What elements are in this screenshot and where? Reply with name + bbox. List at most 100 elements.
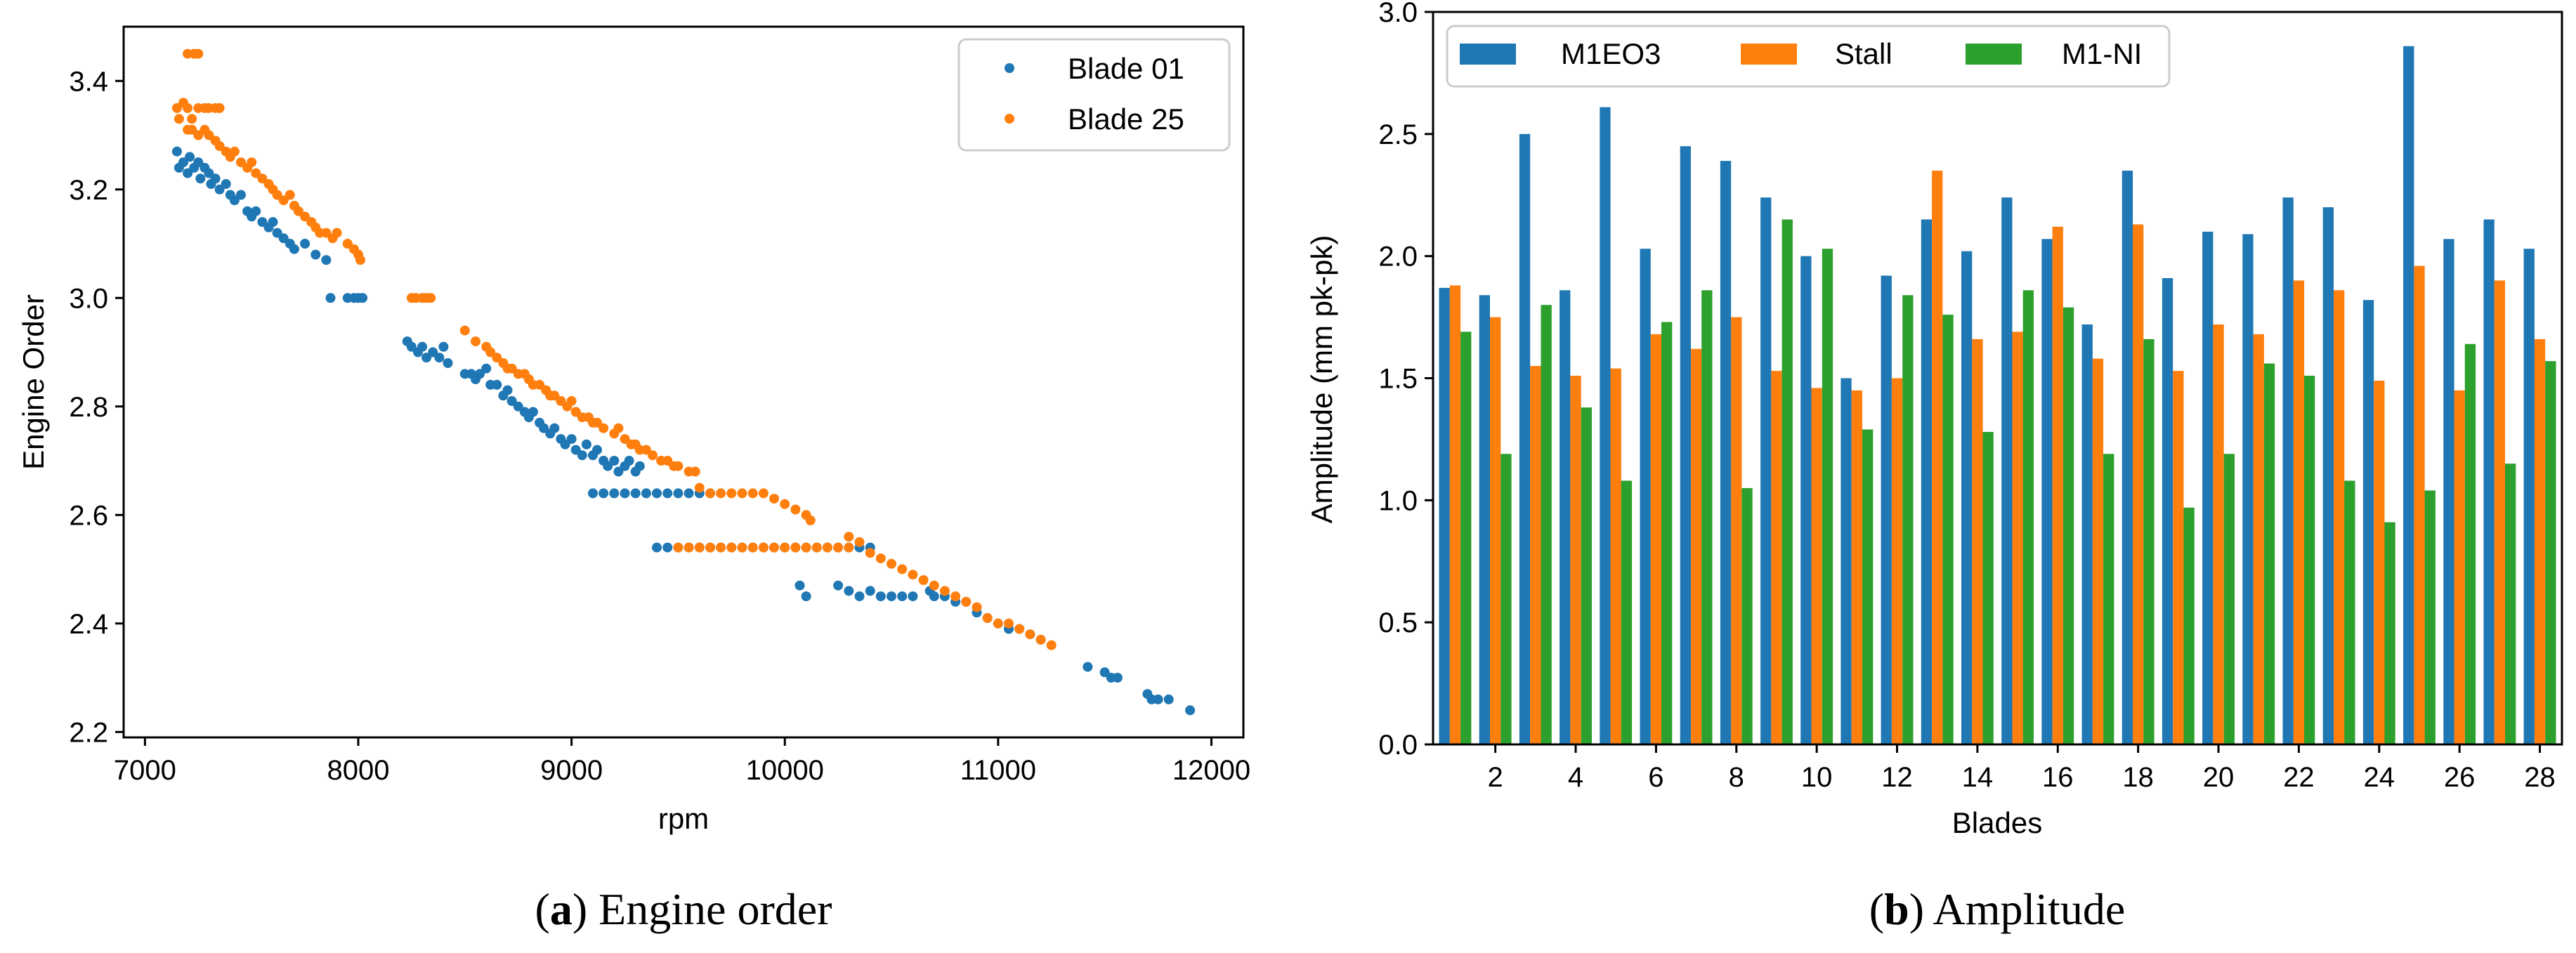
series-blade-25 <box>171 48 1057 650</box>
caption-text-b: Amplitude <box>1933 884 2125 934</box>
scatter-point <box>673 542 684 553</box>
bar <box>1822 249 1833 744</box>
bar <box>1701 290 1713 744</box>
scatter-point <box>310 249 321 260</box>
bar <box>2173 371 2184 744</box>
scatter-point <box>528 407 538 417</box>
scatter-point <box>355 255 365 265</box>
y-tick-label-a: 3.4 <box>69 66 108 97</box>
scatter-point <box>662 542 673 553</box>
caption-text-a: Engine order <box>599 884 832 934</box>
scatter-point <box>673 461 684 471</box>
scatter-point <box>251 168 261 178</box>
scatter-point <box>506 396 517 406</box>
scatter-point <box>705 542 715 553</box>
scatter-point <box>844 532 854 542</box>
bar <box>2202 231 2214 744</box>
scatter-point <box>1153 694 1163 704</box>
scatter-point <box>716 488 726 499</box>
bar <box>2012 331 2023 744</box>
x-tick-label-a: 11000 <box>960 755 1036 786</box>
series-m1eo3 <box>1439 46 2535 745</box>
scatter-point <box>1185 705 1196 716</box>
scatter-point <box>1035 634 1046 645</box>
scatter-point <box>556 396 566 406</box>
panel-a-engine-order: 7000 8000 9000 10000 11000 12000 2.2 2.4 2.6 2.8 3… <box>17 25 1250 934</box>
bar <box>1439 287 1450 744</box>
bar <box>2322 207 2334 745</box>
scatter-point <box>171 103 182 113</box>
scatter-point <box>950 591 961 602</box>
bar <box>2384 522 2395 744</box>
bar <box>2253 334 2264 744</box>
legend-label-blade-01: Blade 01 <box>1068 52 1184 85</box>
bar <box>1661 322 1673 744</box>
bar <box>2424 490 2436 744</box>
scatter-point <box>613 466 624 477</box>
bar <box>1460 331 1472 744</box>
y-tick-label-a: 2.8 <box>69 392 108 423</box>
scatter-point <box>481 363 492 374</box>
scatter-point <box>918 575 929 585</box>
scatter-point <box>993 618 1003 629</box>
scatter-point <box>471 336 480 347</box>
x-tick-label-a: 10000 <box>746 755 824 786</box>
bar <box>2062 307 2074 744</box>
bar <box>1811 388 1822 744</box>
legend-b: M1EO3 Stall M1-NI <box>1446 25 2171 88</box>
x-axis-label-b: Blades <box>1952 806 2042 839</box>
scatter-point <box>549 390 560 401</box>
scatter-point <box>475 369 485 379</box>
bar <box>1560 290 1571 744</box>
x-tick-label-b: 26 <box>2444 762 2476 793</box>
scatter-point <box>210 173 221 184</box>
scatter-point <box>737 542 747 553</box>
legend-label-m1eo3: M1EO3 <box>1561 37 1661 70</box>
scatter-point <box>634 461 645 471</box>
scatter-point <box>539 423 549 433</box>
scatter-point <box>1046 640 1057 650</box>
bar <box>1731 317 1742 745</box>
scatter-point <box>769 542 779 553</box>
scatter-point <box>300 239 310 249</box>
x-tick-label-b: 8 <box>1729 762 1744 793</box>
bar <box>1921 219 1933 744</box>
scatter-point <box>865 548 875 558</box>
y-tick-label-a: 3.0 <box>69 283 108 314</box>
bar <box>1519 133 1531 745</box>
scatter-point <box>506 363 517 374</box>
scatter-point <box>426 293 436 303</box>
scatter-point <box>581 439 591 449</box>
scatter-point <box>434 353 445 363</box>
bar <box>1961 251 1973 744</box>
y-axis-label-a: Engine Order <box>17 294 50 470</box>
scatter-point <box>214 184 225 195</box>
x-tick-label-b: 2 <box>1488 762 1503 793</box>
scatter-point <box>1099 667 1110 678</box>
bar <box>1841 378 1852 744</box>
bar <box>1640 249 1651 744</box>
scatter-point <box>195 173 206 184</box>
bar <box>1610 368 1621 744</box>
bar <box>1891 378 1903 744</box>
x-tick-label-b: 24 <box>2364 762 2395 793</box>
legend-swatch-stall <box>1741 44 1797 65</box>
bar <box>2523 249 2535 744</box>
scatter-point <box>193 157 204 168</box>
bar <box>1760 197 1772 744</box>
bar <box>2334 290 2345 744</box>
bar <box>1541 305 1552 744</box>
scatter-point <box>790 542 801 553</box>
scatter-point <box>939 586 950 596</box>
scatter-point <box>257 173 268 184</box>
scatter-point <box>982 613 993 623</box>
scatter-point <box>726 542 737 553</box>
scatter-point <box>592 445 602 455</box>
x-tick-label-a: 7000 <box>114 755 176 786</box>
bar <box>2052 226 2063 744</box>
bar <box>2443 239 2454 744</box>
y-tick-label-b: 0.5 <box>1378 607 1418 638</box>
scatter-point <box>300 211 310 222</box>
bar <box>1862 429 1874 744</box>
caption-letter-b: b <box>1884 884 1909 934</box>
